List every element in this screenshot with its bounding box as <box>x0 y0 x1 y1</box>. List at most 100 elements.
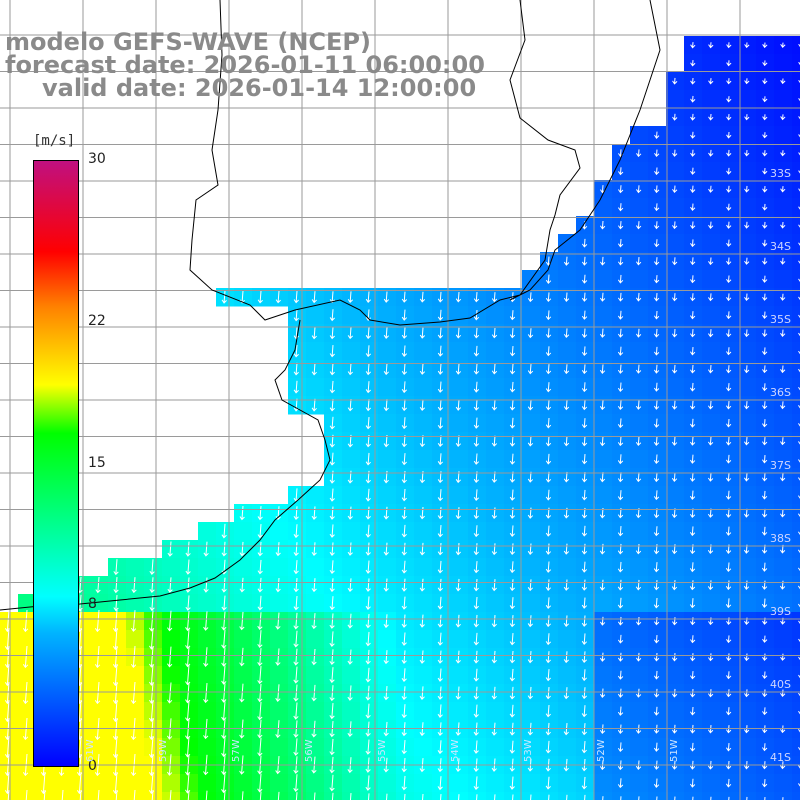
wind-arrow <box>671 580 678 591</box>
wind-speed-cell <box>288 306 307 325</box>
wind-speed-cell <box>342 540 361 559</box>
wind-arrow <box>744 257 750 265</box>
wind-speed-cell <box>738 180 757 199</box>
wind-speed-cell <box>378 648 397 667</box>
wind-speed-cell <box>396 396 415 415</box>
wind-arrow <box>401 453 407 466</box>
wind-arrow <box>167 610 173 632</box>
wind-speed-cell <box>432 504 451 523</box>
wind-speed-cell <box>774 666 793 685</box>
wind-arrow <box>527 579 534 592</box>
wind-speed-cell <box>126 594 145 613</box>
wind-speed-cell <box>558 594 577 613</box>
longitude-label: 61W <box>85 739 96 762</box>
wind-speed-cell <box>702 144 721 163</box>
wind-arrow <box>473 399 480 411</box>
wind-speed-cell <box>504 702 523 721</box>
wind-arrow <box>365 488 371 502</box>
wind-speed-cell <box>342 342 361 361</box>
wind-speed-cell <box>648 288 667 307</box>
wind-arrow <box>798 783 800 787</box>
longitude-label: 55W <box>377 739 388 762</box>
wind-speed-cell <box>108 576 127 595</box>
wind-speed-cell <box>234 792 253 800</box>
wind-speed-cell <box>450 576 469 595</box>
wind-speed-cell <box>450 414 469 433</box>
wind-speed-cell <box>702 162 721 181</box>
wind-arrow <box>689 689 696 698</box>
wind-arrow <box>365 542 371 556</box>
wind-speed-cell <box>198 774 217 793</box>
wind-arrow <box>419 578 425 592</box>
wind-arrow <box>293 666 299 684</box>
wind-speed-cell <box>702 774 721 793</box>
wind-arrow <box>780 689 786 698</box>
wind-arrow <box>617 256 624 266</box>
wind-speed-cell <box>630 684 649 703</box>
wind-speed-cell <box>666 450 685 469</box>
wind-speed-cell <box>738 540 757 559</box>
wind-speed-cell <box>648 378 667 397</box>
wind-arrow <box>311 648 317 666</box>
wind-arrow <box>455 435 462 447</box>
wind-speed-cell <box>18 612 37 631</box>
wind-arrow <box>762 132 768 139</box>
wind-speed-cell <box>666 792 685 800</box>
wind-speed-cell <box>666 432 685 451</box>
wind-speed-cell <box>630 234 649 253</box>
wind-arrow <box>690 293 696 302</box>
wind-arrow <box>203 611 209 631</box>
colorbar-tick-label: 8 <box>88 596 97 613</box>
wind-arrow <box>437 363 444 375</box>
wind-speed-cell <box>522 378 541 397</box>
wind-speed-cell <box>396 522 415 541</box>
wind-arrow <box>311 506 317 520</box>
wind-speed-cell <box>270 684 289 703</box>
wind-speed-cell <box>648 324 667 343</box>
wind-arrow <box>798 188 800 192</box>
wind-speed-cell <box>720 594 739 613</box>
wind-arrow <box>725 472 732 482</box>
wind-arrow <box>401 704 407 719</box>
wind-arrow <box>725 508 732 518</box>
wind-arrow <box>509 704 515 718</box>
wind-arrow <box>130 646 137 669</box>
wind-arrow <box>349 793 352 800</box>
wind-speed-cell <box>180 684 199 703</box>
wind-arrow <box>545 525 552 537</box>
wind-speed-cell <box>720 180 739 199</box>
wind-speed-cell <box>558 378 577 397</box>
wind-speed-cell <box>414 594 433 613</box>
wind-speed-cell <box>540 414 559 433</box>
wind-arrow <box>653 742 660 752</box>
wind-arrow <box>690 113 696 121</box>
wind-arrow <box>780 78 786 85</box>
wind-speed-cell <box>612 720 631 739</box>
wind-speed-cell <box>702 252 721 271</box>
wind-speed-cell <box>738 198 757 217</box>
wind-arrow <box>728 796 730 800</box>
wind-arrow <box>437 668 443 682</box>
wind-speed-cell <box>666 612 685 631</box>
wind-speed-cell <box>630 594 649 613</box>
wind-arrow <box>635 579 642 591</box>
wind-speed-cell <box>612 738 631 757</box>
wind-speed-cell <box>324 612 343 631</box>
wind-arrow <box>7 789 10 800</box>
wind-arrow <box>725 401 732 410</box>
wind-arrow <box>689 454 696 464</box>
wind-speed-cell <box>594 486 613 505</box>
wind-arrow <box>690 275 696 284</box>
wind-arrow <box>780 293 786 301</box>
wind-arrow <box>548 794 550 800</box>
wind-speed-cell <box>252 774 271 793</box>
wind-speed-cell <box>666 720 685 739</box>
wind-speed-cell <box>594 288 613 307</box>
wind-speed-cell <box>684 288 703 307</box>
wind-speed-cell <box>630 774 649 793</box>
wind-arrow <box>347 398 353 412</box>
wind-speed-cell <box>540 360 559 379</box>
wind-arrow <box>437 345 444 357</box>
wind-speed-cell <box>396 342 415 361</box>
wind-speed-cell <box>594 504 613 523</box>
